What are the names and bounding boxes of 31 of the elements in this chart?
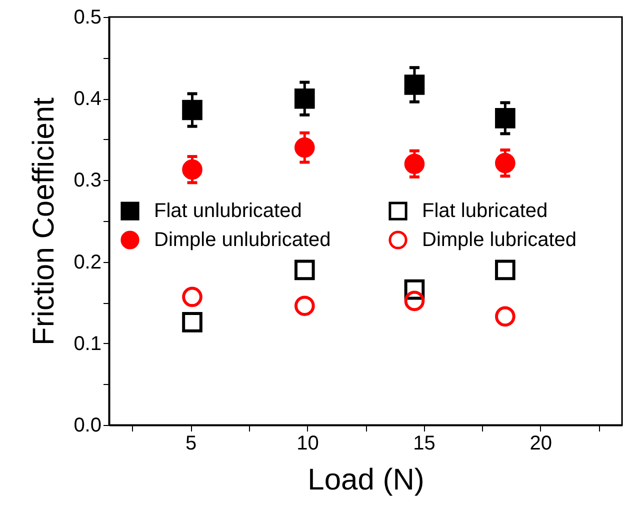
legend-label: Flat unlubricated — [154, 200, 302, 222]
point — [294, 296, 315, 316]
x-tick-label: 15 — [413, 432, 436, 454]
y-tick-label: 0.0 — [74, 414, 102, 436]
legend-label: Dimple unlubricated — [154, 229, 331, 251]
legend-label: Flat lubricated — [422, 200, 548, 222]
y-tick-label: 0.1 — [74, 332, 102, 355]
x-tick-label: 10 — [296, 432, 319, 454]
point — [182, 159, 202, 180]
y-tick-label: 0.3 — [74, 170, 102, 192]
point — [404, 290, 425, 312]
point — [294, 260, 315, 280]
point — [182, 100, 202, 120]
point — [495, 306, 516, 327]
point — [294, 137, 315, 158]
point — [404, 74, 425, 95]
x-tick-label: 20 — [530, 432, 552, 454]
y-axis-title: Friction Coefficient — [28, 96, 61, 346]
point — [182, 286, 202, 308]
y-tick-label: 0.4 — [74, 88, 102, 110]
legend-label: Dimple lubricated — [422, 229, 577, 251]
y-tick-label: 0.2 — [74, 251, 102, 274]
x-tick-label: 5 — [186, 432, 197, 454]
point — [404, 154, 425, 174]
point — [495, 260, 516, 280]
point — [495, 108, 516, 128]
point — [182, 312, 202, 332]
y-tick-label: 0.5 — [74, 6, 102, 28]
point — [294, 88, 315, 109]
point — [495, 152, 516, 174]
x-axis-title: Load (N) — [308, 464, 424, 496]
